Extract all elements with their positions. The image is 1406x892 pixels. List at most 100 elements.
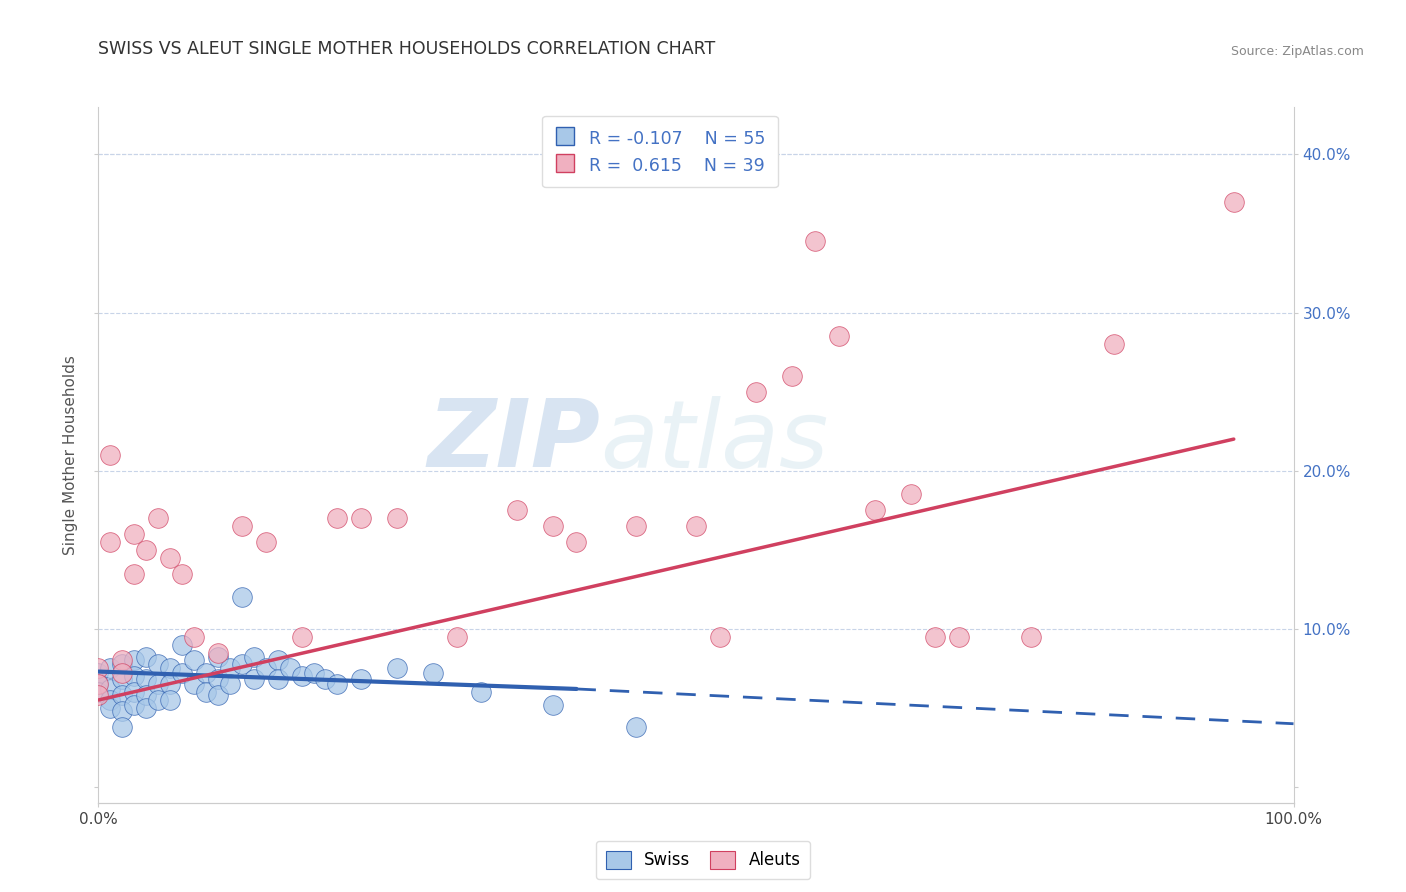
Point [863,503,887,517]
Point [207,646,229,660]
Point [385,661,409,675]
Point [111,720,134,734]
Point [685,519,707,533]
Point [385,511,409,525]
Point [626,720,648,734]
Point [124,566,146,581]
Point [148,693,170,707]
Point [183,630,205,644]
Point [326,511,349,525]
Point [159,661,181,675]
Point [828,329,851,343]
Point [111,673,134,687]
Point [948,630,970,644]
Point [1019,630,1042,644]
Point [254,534,277,549]
Text: atlas: atlas [600,395,828,486]
Point [159,550,181,565]
Point [98,701,122,715]
Point [98,693,122,707]
Point [111,688,134,702]
Point [148,511,170,525]
Point [541,698,564,712]
Point [231,519,253,533]
Point [135,542,157,557]
Point [231,657,253,671]
Point [172,638,194,652]
Point [194,666,218,681]
Point [183,653,205,667]
Point [207,650,229,665]
Point [124,698,146,712]
Point [470,685,492,699]
Point [267,673,290,687]
Point [278,661,301,675]
Point [87,677,110,691]
Point [98,534,122,549]
Point [709,630,731,644]
Point [87,661,110,675]
Point [231,591,253,605]
Point [135,688,157,702]
Point [87,688,110,702]
Point [219,677,242,691]
Point [219,661,242,675]
Point [506,503,529,517]
Point [124,653,146,667]
Point [1102,337,1125,351]
Point [172,566,194,581]
Point [124,669,146,683]
Point [446,630,468,644]
Point [804,235,827,249]
Point [87,685,110,699]
Point [900,487,922,501]
Point [111,704,134,718]
Point [254,661,277,675]
Point [111,666,134,681]
Point [124,527,146,541]
Point [745,384,768,399]
Point [626,519,648,533]
Point [111,653,134,667]
Y-axis label: Single Mother Households: Single Mother Households [63,355,79,555]
Point [183,677,205,691]
Point [243,673,266,687]
Point [135,650,157,665]
Point [924,630,946,644]
Point [135,673,157,687]
Point [124,685,146,699]
Point [98,448,122,462]
Point [207,673,229,687]
Point [135,701,157,715]
Legend: R = -0.107    N = 55, R =  0.615    N = 39: R = -0.107 N = 55, R = 0.615 N = 39 [543,116,778,187]
Point [291,669,314,683]
Point [172,666,194,681]
Point [111,657,134,671]
Point [326,677,349,691]
Legend: Swiss, Aleuts: Swiss, Aleuts [596,840,810,880]
Point [98,681,122,696]
Point [350,511,373,525]
Point [1222,194,1246,209]
Point [194,685,218,699]
Point [207,688,229,702]
Point [291,630,314,644]
Point [159,677,181,691]
Point [267,653,290,667]
Text: Source: ZipAtlas.com: Source: ZipAtlas.com [1230,45,1364,58]
Point [302,666,325,681]
Point [350,673,373,687]
Point [780,368,803,383]
Point [243,650,266,665]
Point [98,661,122,675]
Text: ZIP: ZIP [427,395,600,487]
Text: SWISS VS ALEUT SINGLE MOTHER HOUSEHOLDS CORRELATION CHART: SWISS VS ALEUT SINGLE MOTHER HOUSEHOLDS … [98,40,716,58]
Point [565,534,588,549]
Point [87,666,110,681]
Point [422,666,444,681]
Point [315,673,337,687]
Point [541,519,564,533]
Point [87,677,110,691]
Point [148,677,170,691]
Point [159,693,181,707]
